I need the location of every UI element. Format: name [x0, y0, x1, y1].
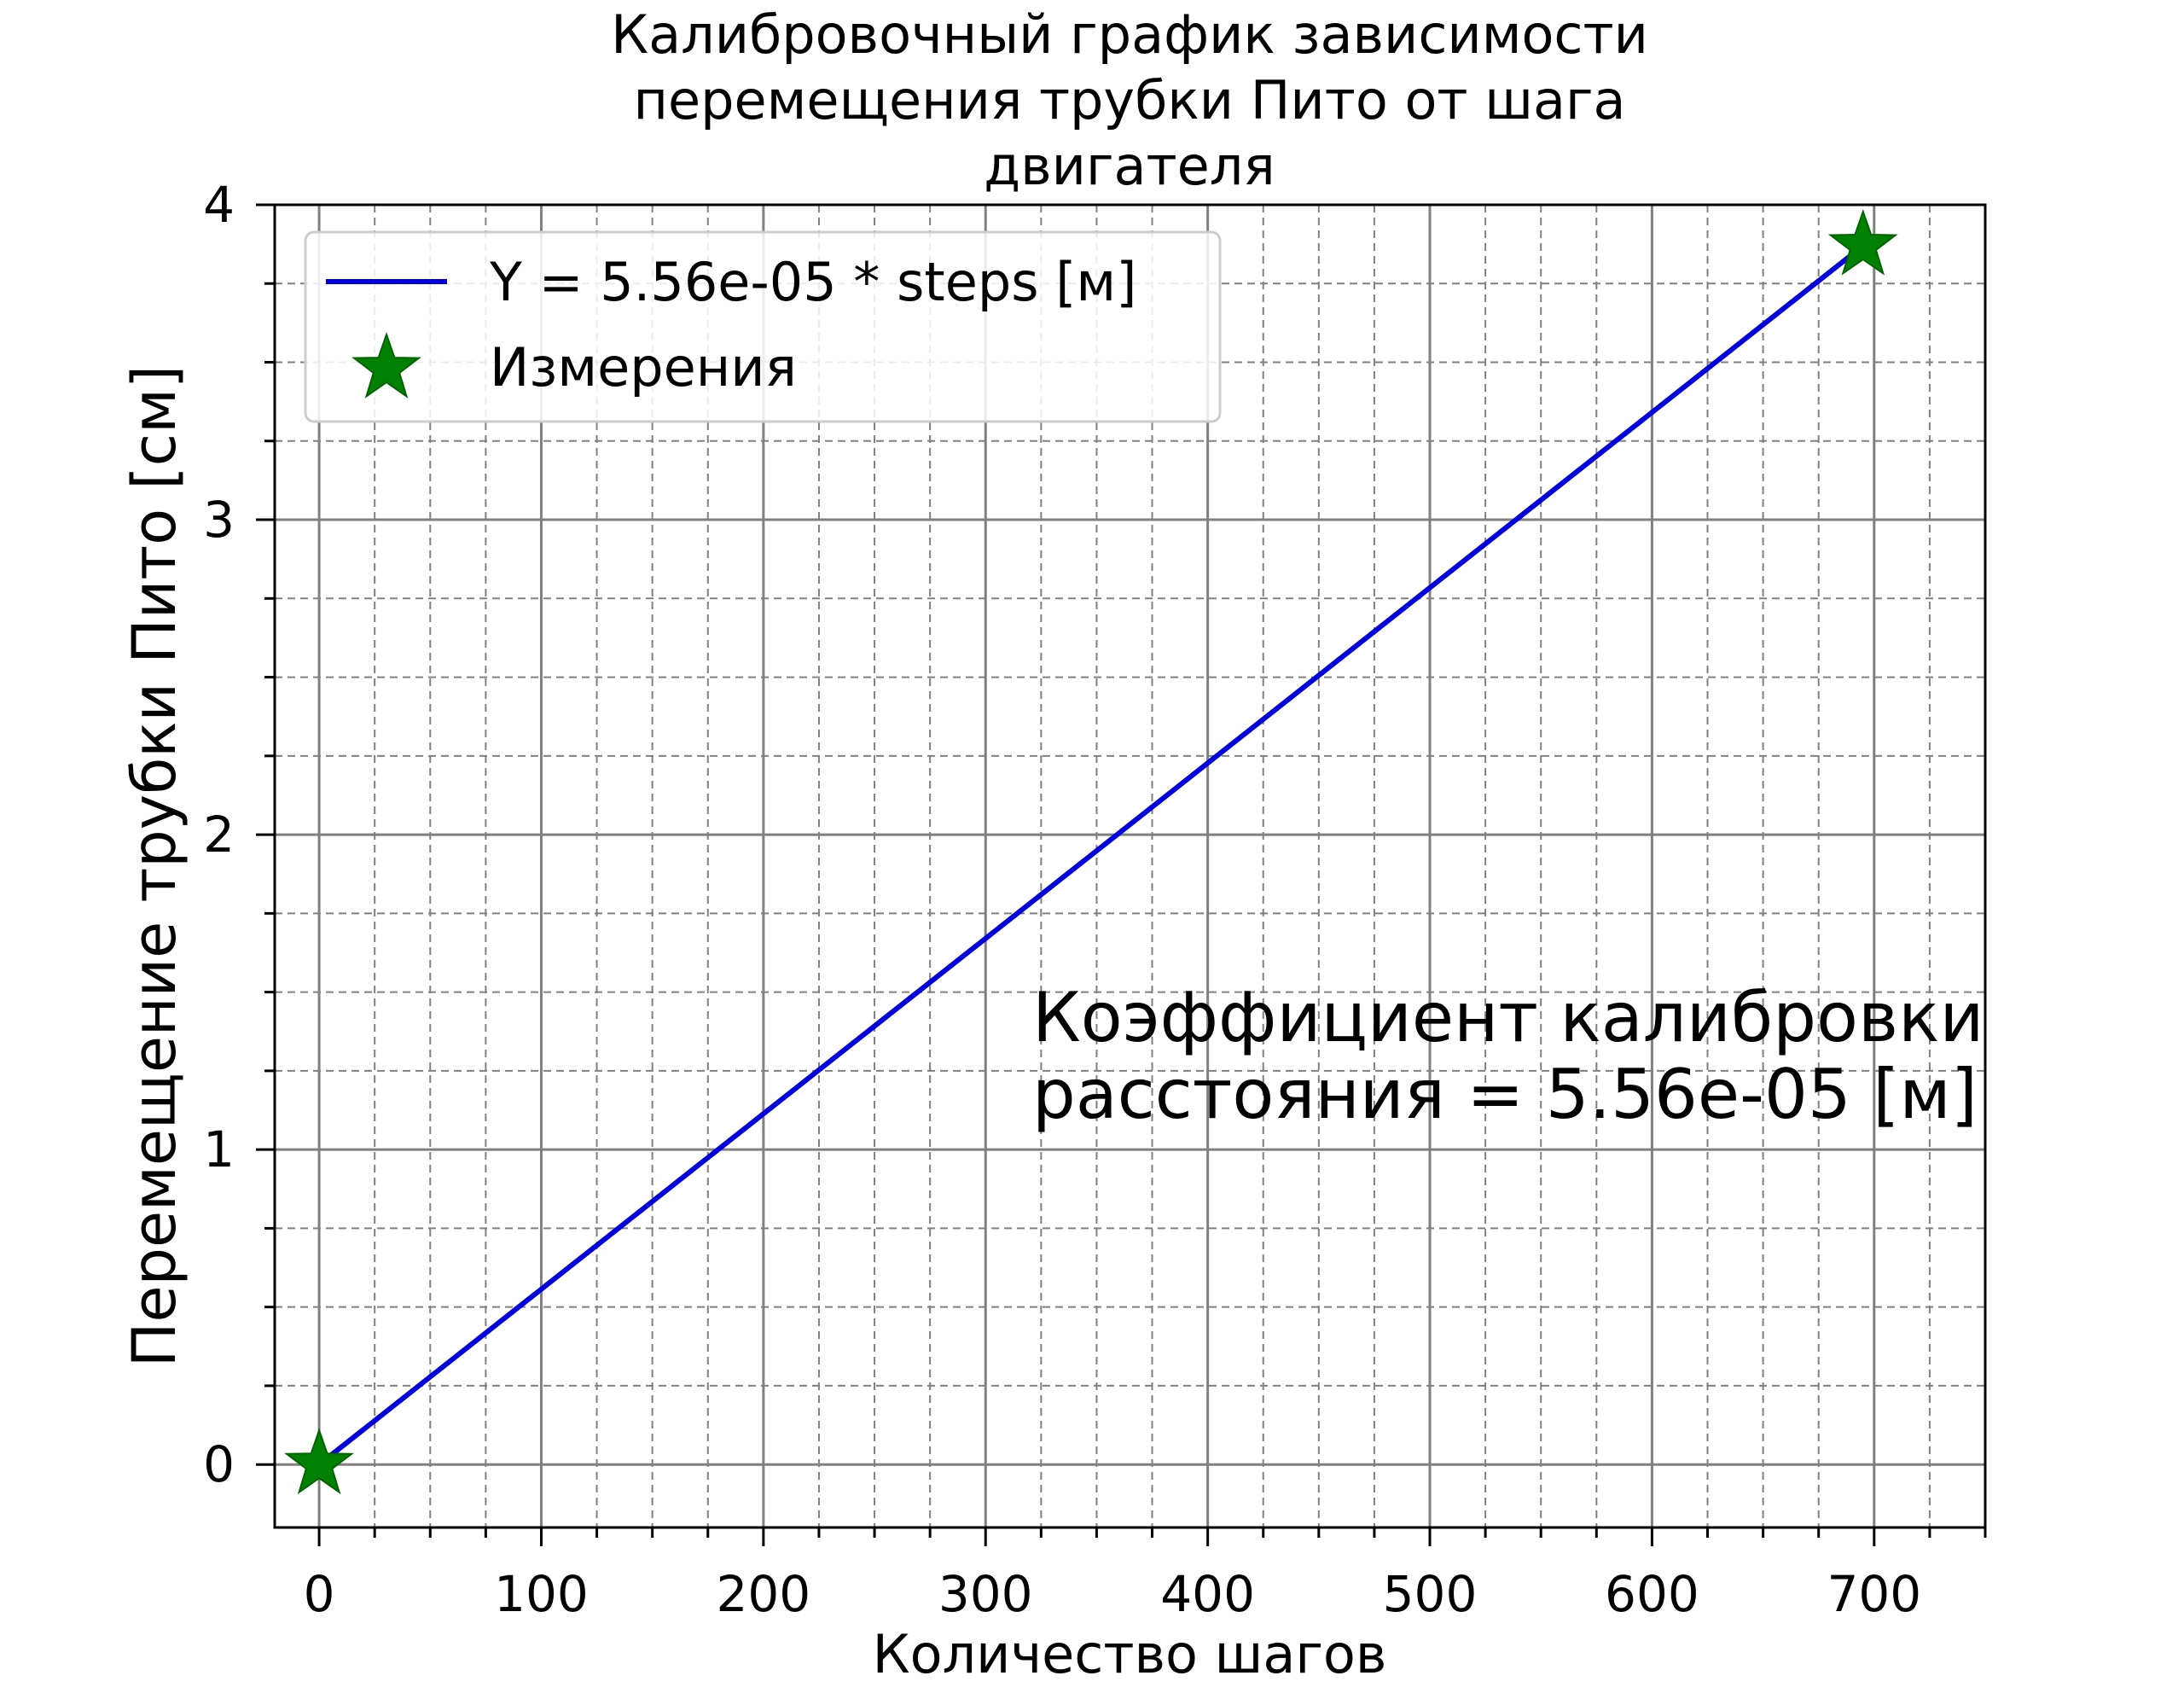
fit-line [317, 243, 1865, 1467]
title-line-1: Калибровочный график зависимости [611, 3, 1648, 66]
legend-label-fit-line: Y = 5.56e-05 * steps [м] [489, 251, 1136, 313]
calibration-annotation: Коэффициент калибровки расстояния = 5.56… [1032, 978, 1984, 1134]
y-tick-label: 3 [203, 491, 235, 549]
x-tick-label: 500 [1383, 1565, 1478, 1623]
y-axis-label: Перемещение трубки Пито [см] [119, 365, 189, 1367]
tick-labels: 0 100 200 300 400 500 600 700 0 1 2 3 4 [203, 176, 1921, 1623]
annotation-line-1: Коэффициент калибровки [1032, 978, 1984, 1057]
y-tick-label: 4 [203, 176, 235, 234]
y-tick-label: 0 [203, 1435, 235, 1493]
annotation-line-2: расстояния = 5.56e-05 [м] [1032, 1055, 1978, 1134]
title-line-3: двигателя [984, 135, 1275, 197]
y-tick-label: 1 [203, 1120, 235, 1178]
y-tick-label: 2 [203, 806, 235, 864]
title-line-2: перемещения трубки Пито от шага [633, 69, 1625, 131]
x-tick-label: 0 [304, 1565, 335, 1623]
plot-series [284, 208, 1898, 1495]
legend-box [304, 230, 1222, 423]
x-tick-label: 400 [1160, 1565, 1255, 1623]
x-axis-label: Количество шагов [873, 1623, 1387, 1685]
chart-title: Калибровочный график зависимости перемещ… [611, 3, 1648, 197]
x-tick-label: 200 [716, 1565, 810, 1623]
plot-area-frame [273, 203, 1987, 1529]
legend-label-measurements: Измерения [490, 336, 797, 399]
x-tick-label: 100 [494, 1565, 589, 1623]
x-tick-label: 300 [938, 1565, 1033, 1623]
x-tick-label: 700 [1827, 1565, 1921, 1623]
legend: Y = 5.56e-05 * steps [м] Измерения [304, 230, 1222, 423]
axis-ticks [256, 203, 1987, 1546]
x-tick-label: 600 [1605, 1565, 1699, 1623]
legend-star-marker [351, 331, 421, 399]
measurement-point [1827, 208, 1898, 276]
measurement-point [284, 1428, 354, 1495]
